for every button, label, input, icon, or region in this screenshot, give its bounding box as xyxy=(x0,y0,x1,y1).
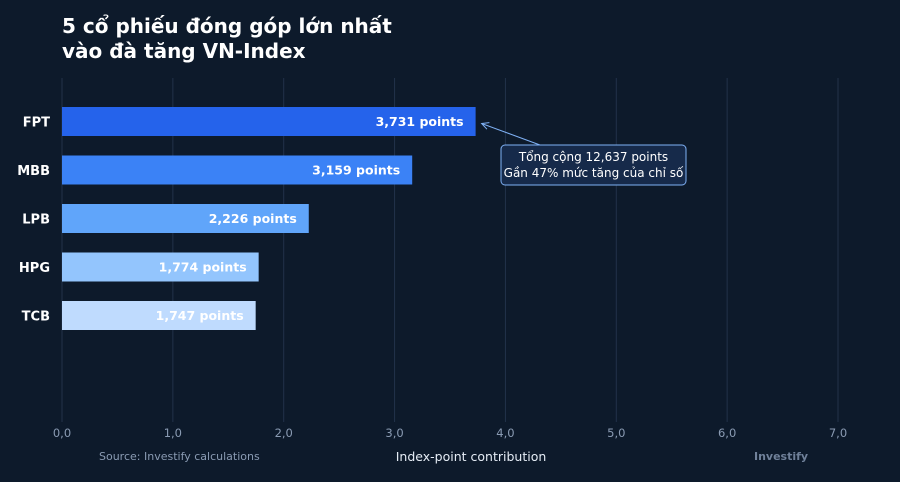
x-tick-label: 7,0 xyxy=(829,426,847,440)
bar-hpg xyxy=(62,252,259,282)
annotation-arrow-line xyxy=(481,123,541,146)
bar-value-label: 3,159 points xyxy=(312,163,400,178)
bars: 3,731 points 3,159 points 2,226 points 1,77… xyxy=(62,107,476,330)
source-note: Source: Investify calculations xyxy=(99,450,260,463)
chart-title-line-2: vào đà tăng VN-Index xyxy=(62,39,306,63)
annotation-line: Tổng cộng 12,637 points xyxy=(518,150,668,164)
x-tick-label: 3,0 xyxy=(385,426,403,440)
x-tick-label: 0,0 xyxy=(53,426,71,440)
category-label: MBB xyxy=(17,164,50,179)
x-tick-labels: 0,0 1,0 2,0 3,0 4,0 5,0 6,0 7,0 xyxy=(53,426,847,440)
bar-value-label: 1,747 points xyxy=(156,308,244,323)
chart-title: 5 cổ phiếu đóng góp lớn nhất vào đà tăng… xyxy=(62,14,392,64)
bar-value-label: 1,774 points xyxy=(159,260,247,275)
chart-title-line-1: 5 cổ phiếu đóng góp lớn nhất xyxy=(62,14,392,38)
annotation: Tổng cộng 12,637 points Gần 47% mức tăng … xyxy=(480,122,687,186)
category-labels: FPT MBB LPB HPG TCB xyxy=(17,116,50,325)
bar-mbb xyxy=(62,155,413,185)
category-label: TCB xyxy=(22,310,50,325)
x-tick-label: 4,0 xyxy=(496,426,514,440)
x-tick-label: 2,0 xyxy=(275,426,293,440)
bar-lpb xyxy=(62,204,309,233)
gridlines xyxy=(61,78,839,422)
annotation-box xyxy=(500,144,687,186)
x-axis-label: Index-point contribution xyxy=(396,449,547,464)
category-label: HPG xyxy=(19,261,50,276)
category-label: FPT xyxy=(23,116,50,131)
category-label: LPB xyxy=(22,213,50,228)
brand-label: Investify xyxy=(754,450,809,463)
annotation-arrowhead xyxy=(480,122,490,130)
bar-value-label: 2,226 points xyxy=(209,211,297,226)
x-tick-label: 6,0 xyxy=(718,426,736,440)
bar-fpt xyxy=(62,107,476,136)
annotation-line: Gần 47% mức tăng của chỉ số xyxy=(504,166,684,180)
x-tick-label: 1,0 xyxy=(164,426,182,440)
bar-value-label: 3,731 points xyxy=(376,114,464,129)
x-tick-label: 5,0 xyxy=(607,426,625,440)
bar-tcb xyxy=(62,301,256,330)
